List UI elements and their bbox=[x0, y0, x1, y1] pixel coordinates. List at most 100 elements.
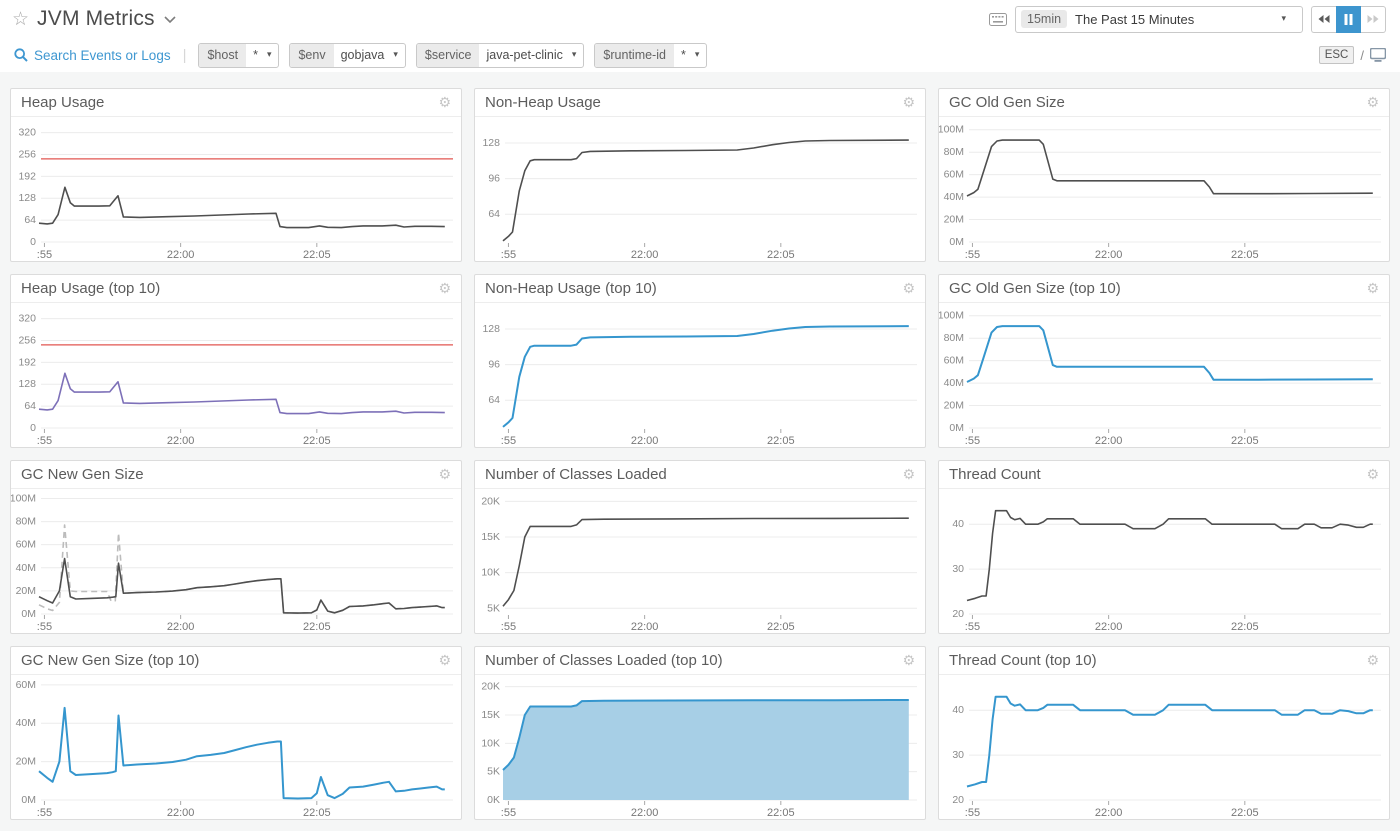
template-variable-service[interactable]: $service java-pet-clinic ▾ bbox=[415, 42, 585, 68]
template-variable-env[interactable]: $env gobjava ▾ bbox=[289, 42, 406, 68]
chart-plot[interactable]: 20 30 40:55 22:00 22:05 bbox=[939, 489, 1389, 633]
chart-card: Heap Usage (top 10) ⚙ 0 64 128 192 256 320:55 22… bbox=[10, 274, 462, 448]
svg-text:22:00: 22:00 bbox=[1095, 249, 1123, 261]
template-variable-name: $runtime-id bbox=[595, 43, 674, 67]
svg-text:22:00: 22:00 bbox=[631, 435, 659, 447]
chart-plot[interactable]: 0K 5K 10K 15K 20K:55 22:00 22:05 bbox=[475, 675, 925, 819]
gear-icon[interactable]: ⚙ bbox=[438, 652, 451, 669]
gear-icon[interactable]: ⚙ bbox=[438, 466, 451, 483]
svg-text:0M: 0M bbox=[949, 236, 964, 248]
chart-card: Thread Count (top 10) ⚙ 20 30 40:55 22:00 22:0… bbox=[938, 646, 1390, 820]
chart-title: Number of Classes Loaded bbox=[485, 466, 667, 483]
svg-text:22:00: 22:00 bbox=[1095, 435, 1123, 447]
favorite-star-icon[interactable]: ☆ bbox=[12, 7, 30, 30]
svg-text:256: 256 bbox=[18, 148, 36, 160]
toolbar: Search Events or Logs | $host * ▾ $env gobja… bbox=[0, 38, 1400, 72]
time-range-badge: 15min bbox=[1021, 10, 1068, 28]
chart-card: Number of Classes Loaded (top 10) ⚙ 0K 5K 10… bbox=[474, 646, 926, 820]
gear-icon[interactable]: ⚙ bbox=[438, 94, 451, 111]
svg-text:20: 20 bbox=[952, 608, 964, 620]
search-events-link[interactable]: Search Events or Logs bbox=[14, 48, 171, 63]
chart-card-header: Non-Heap Usage ⚙ bbox=[475, 89, 925, 117]
svg-text:10K: 10K bbox=[481, 567, 500, 579]
chart-card-header: Non-Heap Usage (top 10) ⚙ bbox=[475, 275, 925, 303]
chart-card: Heap Usage ⚙ 0 64 128 192 256 320:55 22:00 22:05 bbox=[10, 88, 462, 262]
svg-text:22:05: 22:05 bbox=[303, 621, 331, 633]
svg-text:15K: 15K bbox=[481, 531, 500, 543]
time-range-caret-icon: ▾ bbox=[1281, 14, 1286, 24]
svg-text:0: 0 bbox=[30, 422, 36, 434]
svg-text:100M: 100M bbox=[11, 492, 36, 504]
svg-text:22:00: 22:00 bbox=[167, 249, 195, 261]
chart-plot[interactable]: 0 64 128 192 256 320:55 22:00 22:05 bbox=[11, 117, 461, 261]
gear-icon[interactable]: ⚙ bbox=[438, 280, 451, 297]
chart-plot[interactable]: 20 30 40:55 22:00 22:05 bbox=[939, 675, 1389, 819]
chart-card-header: GC Old Gen Size (top 10) ⚙ bbox=[939, 275, 1389, 303]
chart-plot[interactable]: 5K 10K 15K 20K:55 22:00 22:05 bbox=[475, 489, 925, 633]
chevron-down-icon: ▾ bbox=[393, 50, 398, 60]
time-range-label: The Past 15 Minutes bbox=[1075, 11, 1195, 27]
esc-key-badge[interactable]: ESC bbox=[1318, 46, 1355, 64]
chart-card-header: Number of Classes Loaded (top 10) ⚙ bbox=[475, 647, 925, 675]
title-chevron-down-icon[interactable] bbox=[163, 15, 177, 24]
chart-title: Heap Usage bbox=[21, 94, 105, 111]
template-variable-value: gobjava bbox=[340, 48, 385, 62]
gear-icon[interactable]: ⚙ bbox=[902, 94, 915, 111]
svg-text::55: :55 bbox=[965, 435, 980, 447]
chevron-down-icon: ▾ bbox=[694, 50, 700, 60]
chart-plot[interactable]: 64 96 128:55 22:00 22:05 bbox=[475, 303, 925, 447]
keyboard-shortcuts-icon[interactable] bbox=[989, 12, 1007, 26]
svg-text:20M: 20M bbox=[944, 214, 964, 226]
chart-card: GC New Gen Size ⚙ 0M 20M 40M 60M 80M 100M:55 22:… bbox=[10, 460, 462, 634]
template-variable-host[interactable]: $host * ▾ bbox=[198, 42, 280, 68]
gear-icon[interactable]: ⚙ bbox=[902, 466, 915, 483]
rewind-button[interactable] bbox=[1311, 5, 1336, 33]
svg-text:40: 40 bbox=[952, 518, 964, 530]
gear-icon[interactable]: ⚙ bbox=[1366, 652, 1379, 669]
chart-plot[interactable]: 0 64 128 192 256 320:55 22:00 22:05 bbox=[11, 303, 461, 447]
chart-card: Non-Heap Usage ⚙ 64 96 128:55 22:00 22:05 bbox=[474, 88, 926, 262]
svg-text::55: :55 bbox=[37, 249, 52, 261]
svg-text:22:05: 22:05 bbox=[767, 621, 795, 633]
chart-plot[interactable]: 0M 20M 40M 60M 80M 100M:55 22:00 22:05 bbox=[11, 489, 461, 633]
chart-plot[interactable]: 0M 20M 40M 60M 80M 100M:55 22:00 22:05 bbox=[939, 117, 1389, 261]
svg-text:30: 30 bbox=[952, 563, 964, 575]
svg-text:64: 64 bbox=[488, 208, 500, 220]
svg-text:100M: 100M bbox=[939, 124, 964, 136]
chart-card-header: Heap Usage (top 10) ⚙ bbox=[11, 275, 461, 303]
svg-text::55: :55 bbox=[37, 435, 52, 447]
time-range-picker[interactable]: 15min The Past 15 Minutes ▾ bbox=[1015, 5, 1303, 33]
chart-plot[interactable]: 0M 20M 40M 60M:55 22:00 22:05 bbox=[11, 675, 461, 819]
svg-text:22:00: 22:00 bbox=[167, 435, 195, 447]
svg-text:22:05: 22:05 bbox=[303, 807, 331, 819]
svg-text:10K: 10K bbox=[481, 737, 500, 749]
chart-card-header: GC Old Gen Size ⚙ bbox=[939, 89, 1389, 117]
svg-text::55: :55 bbox=[37, 807, 52, 819]
fullscreen-monitor-icon[interactable] bbox=[1370, 48, 1386, 62]
svg-text:256: 256 bbox=[18, 334, 36, 346]
template-variable-value: * bbox=[253, 48, 258, 62]
chart-plot[interactable]: 0M 20M 40M 60M 80M 100M:55 22:00 22:05 bbox=[939, 303, 1389, 447]
chart-title: Thread Count (top 10) bbox=[949, 652, 1097, 669]
svg-text:128: 128 bbox=[482, 323, 500, 335]
gear-icon[interactable]: ⚙ bbox=[1366, 466, 1379, 483]
chart-plot[interactable]: 64 96 128:55 22:00 22:05 bbox=[475, 117, 925, 261]
gear-icon[interactable]: ⚙ bbox=[1366, 94, 1379, 111]
gear-icon[interactable]: ⚙ bbox=[1366, 280, 1379, 297]
svg-text:40M: 40M bbox=[944, 377, 964, 389]
template-variable-runtime-id[interactable]: $runtime-id * ▾ bbox=[594, 42, 708, 68]
forward-button[interactable] bbox=[1361, 5, 1386, 33]
template-variable-name: $service bbox=[416, 43, 480, 67]
chart-card: Number of Classes Loaded ⚙ 5K 10K 15K 20K:55 2… bbox=[474, 460, 926, 634]
gear-icon[interactable]: ⚙ bbox=[902, 652, 915, 669]
svg-text::55: :55 bbox=[37, 621, 52, 633]
svg-text:5K: 5K bbox=[487, 766, 500, 778]
gear-icon[interactable]: ⚙ bbox=[902, 280, 915, 297]
pause-button[interactable] bbox=[1336, 5, 1361, 33]
svg-text:40: 40 bbox=[952, 704, 964, 716]
svg-text:22:00: 22:00 bbox=[1095, 621, 1123, 633]
svg-text:60M: 60M bbox=[16, 539, 36, 551]
svg-text:128: 128 bbox=[18, 192, 36, 204]
svg-text:320: 320 bbox=[18, 127, 36, 139]
svg-text:22:05: 22:05 bbox=[303, 249, 331, 261]
